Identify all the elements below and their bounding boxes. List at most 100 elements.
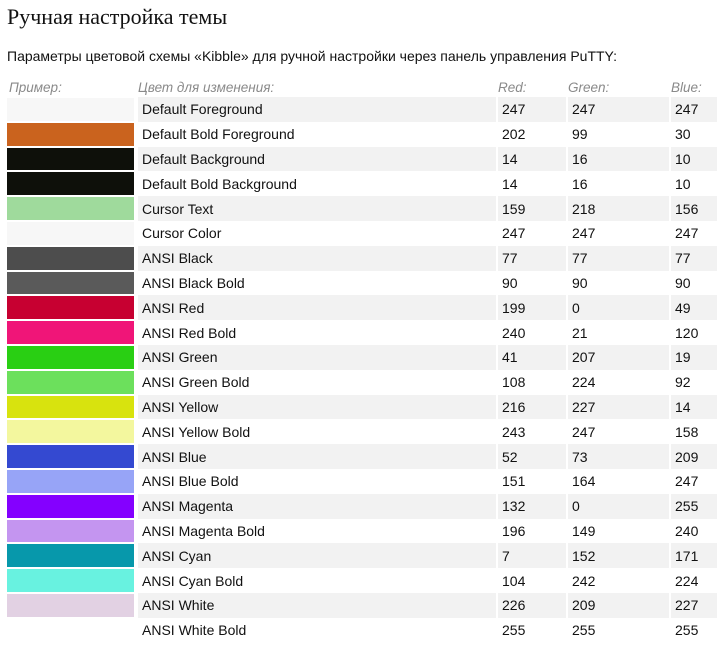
blue-value-cell: 14 xyxy=(669,394,717,420)
swatch-cell xyxy=(7,295,136,320)
red-value-cell: 41 xyxy=(496,344,566,370)
swatch-cell xyxy=(7,618,136,643)
swatch-cell xyxy=(7,419,136,444)
color-swatch xyxy=(7,98,134,121)
color-name-cell: ANSI White Bold xyxy=(136,617,496,643)
blue-value-cell: 10 xyxy=(669,171,717,197)
color-swatch xyxy=(7,519,134,543)
color-swatch xyxy=(7,321,134,344)
red-value-cell: 104 xyxy=(496,568,566,593)
header-sample: Пример: xyxy=(9,79,62,95)
blue-value-cell: 247 xyxy=(669,468,717,494)
table-row: ANSI Magenta Bold 196 149 240 xyxy=(7,518,717,544)
blue-value-cell: 90 xyxy=(669,270,717,296)
color-swatch xyxy=(7,246,134,270)
blue-value-cell: 120 xyxy=(669,320,717,345)
green-value-cell: 149 xyxy=(566,518,669,544)
color-name-cell: Cursor Color xyxy=(136,220,496,246)
table-row: ANSI White 226 209 227 xyxy=(7,592,717,618)
color-swatch xyxy=(7,147,134,171)
table-row: ANSI Yellow Bold 243 247 158 xyxy=(7,419,717,445)
blue-value-cell: 255 xyxy=(669,493,717,519)
blue-value-cell: 171 xyxy=(669,543,717,569)
red-value-cell: 151 xyxy=(496,468,566,494)
table-row: Cursor Color 247 247 247 xyxy=(7,220,717,246)
blue-value-cell: 77 xyxy=(669,245,717,271)
color-name-cell: ANSI Black Bold xyxy=(136,270,496,296)
blue-value-cell: 240 xyxy=(669,518,717,544)
swatch-cell xyxy=(7,519,136,544)
red-value-cell: 159 xyxy=(496,196,566,221)
blue-value-cell: 247 xyxy=(669,97,717,122)
swatch-cell xyxy=(7,370,136,395)
green-value-cell: 218 xyxy=(566,196,669,221)
color-name-cell: ANSI Magenta Bold xyxy=(136,518,496,544)
color-name-cell: Default Foreground xyxy=(136,97,496,122)
color-name-cell: Default Bold Foreground xyxy=(136,121,496,147)
swatch-cell xyxy=(7,444,136,469)
blue-value-cell: 224 xyxy=(669,568,717,593)
swatch-cell xyxy=(7,568,136,593)
table-row: ANSI Magenta 132 0 255 xyxy=(7,493,717,519)
green-value-cell: 77 xyxy=(566,245,669,271)
red-value-cell: 247 xyxy=(496,97,566,122)
red-value-cell: 14 xyxy=(496,171,566,197)
red-value-cell: 247 xyxy=(496,220,566,246)
table-row: Cursor Text 159 218 156 xyxy=(7,196,717,221)
green-value-cell: 247 xyxy=(566,220,669,246)
table-row: Default Bold Foreground 202 99 30 xyxy=(7,121,717,147)
color-swatch xyxy=(7,420,134,444)
red-value-cell: 77 xyxy=(496,245,566,271)
table-body: Default Foreground 247 247 247 Default Bold … xyxy=(7,97,717,643)
green-value-cell: 21 xyxy=(566,320,669,345)
table-row: Default Bold Background 14 16 10 xyxy=(7,171,717,197)
swatch-cell xyxy=(7,147,136,172)
color-swatch xyxy=(7,370,134,394)
red-value-cell: 196 xyxy=(496,518,566,544)
color-swatch xyxy=(7,544,134,568)
swatch-cell xyxy=(7,345,136,370)
blue-value-cell: 255 xyxy=(669,617,717,643)
color-swatch xyxy=(7,122,134,146)
blue-value-cell: 158 xyxy=(669,419,717,445)
table-row: ANSI Red 199 0 49 xyxy=(7,295,717,321)
color-swatch xyxy=(7,445,134,468)
green-value-cell: 247 xyxy=(566,97,669,122)
color-swatch xyxy=(7,395,134,419)
red-value-cell: 255 xyxy=(496,617,566,643)
blue-value-cell: 209 xyxy=(669,444,717,469)
swatch-cell xyxy=(7,171,136,196)
swatch-cell xyxy=(7,97,136,122)
page-title: Ручная настройка темы xyxy=(7,4,228,29)
blue-value-cell: 49 xyxy=(669,295,717,321)
red-value-cell: 243 xyxy=(496,419,566,445)
color-swatch xyxy=(7,494,134,518)
color-swatch xyxy=(7,593,134,617)
red-value-cell: 132 xyxy=(496,493,566,519)
color-name-cell: ANSI Yellow xyxy=(136,394,496,420)
color-name-cell: ANSI Cyan Bold xyxy=(136,568,496,593)
red-value-cell: 199 xyxy=(496,295,566,321)
table-row: Default Background 14 16 10 xyxy=(7,146,717,172)
color-name-cell: ANSI Cyan xyxy=(136,543,496,569)
green-value-cell: 16 xyxy=(566,146,669,172)
table-row: ANSI Cyan Bold 104 242 224 xyxy=(7,568,717,593)
color-swatch xyxy=(7,221,134,245)
color-swatch xyxy=(7,569,134,592)
red-value-cell: 90 xyxy=(496,270,566,296)
blue-value-cell: 156 xyxy=(669,196,717,221)
red-value-cell: 52 xyxy=(496,444,566,469)
red-value-cell: 240 xyxy=(496,320,566,345)
color-name-cell: ANSI Blue xyxy=(136,444,496,469)
blue-value-cell: 30 xyxy=(669,121,717,147)
color-name-cell: ANSI Red Bold xyxy=(136,320,496,345)
green-value-cell: 0 xyxy=(566,493,669,519)
green-value-cell: 73 xyxy=(566,444,669,469)
color-swatch xyxy=(7,197,134,220)
color-swatch xyxy=(7,345,134,369)
red-value-cell: 226 xyxy=(496,592,566,618)
header-green: Green: xyxy=(568,79,610,95)
green-value-cell: 99 xyxy=(566,121,669,147)
red-value-cell: 14 xyxy=(496,146,566,172)
